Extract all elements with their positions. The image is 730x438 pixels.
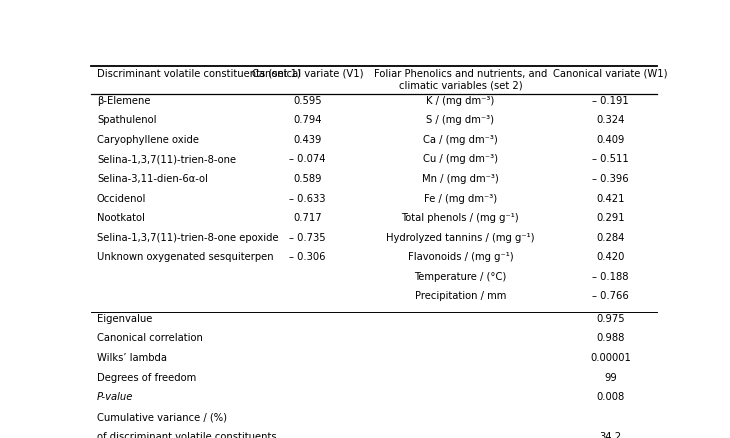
Text: – 0.188: – 0.188	[592, 272, 629, 282]
Text: Caryophyllene oxide: Caryophyllene oxide	[97, 135, 199, 145]
Text: Total phenols / (mg g⁻¹): Total phenols / (mg g⁻¹)	[402, 213, 519, 223]
Text: Eigenvalue: Eigenvalue	[97, 314, 153, 324]
Text: Fe / (mg dm⁻³): Fe / (mg dm⁻³)	[424, 194, 497, 204]
Text: Foliar Phenolics and nutrients, and
climatic variables (set 2): Foliar Phenolics and nutrients, and clim…	[374, 69, 547, 90]
Text: K / (mg dm⁻³): K / (mg dm⁻³)	[426, 96, 494, 106]
Text: Ca / (mg dm⁻³): Ca / (mg dm⁻³)	[423, 135, 498, 145]
Text: S / (mg dm⁻³): S / (mg dm⁻³)	[426, 115, 494, 125]
Text: 99: 99	[604, 373, 617, 383]
Text: 34.2: 34.2	[599, 432, 621, 438]
Text: Spathulenol: Spathulenol	[97, 115, 156, 125]
Text: Canonical correlation: Canonical correlation	[97, 333, 203, 343]
Text: – 0.396: – 0.396	[592, 174, 629, 184]
Text: Canonical variate (W1): Canonical variate (W1)	[553, 69, 667, 79]
Text: Temperature / (°C): Temperature / (°C)	[415, 272, 507, 282]
Text: 0.00001: 0.00001	[590, 353, 631, 363]
Text: – 0.074: – 0.074	[289, 155, 326, 164]
Text: – 0.511: – 0.511	[592, 155, 629, 164]
Text: 0.409: 0.409	[596, 135, 624, 145]
Text: 0.439: 0.439	[293, 135, 322, 145]
Text: 0.595: 0.595	[293, 96, 322, 106]
Text: of discriminant volatile constituents: of discriminant volatile constituents	[97, 432, 277, 438]
Text: 0.794: 0.794	[293, 115, 322, 125]
Text: – 0.306: – 0.306	[289, 252, 326, 262]
Text: Unknown oxygenated sesquiterpen: Unknown oxygenated sesquiterpen	[97, 252, 274, 262]
Text: Degrees of freedom: Degrees of freedom	[97, 373, 196, 383]
Text: Precipitation / mm: Precipitation / mm	[415, 291, 506, 301]
Text: – 0.735: – 0.735	[289, 233, 326, 243]
Text: – 0.191: – 0.191	[592, 96, 629, 106]
Text: – 0.766: – 0.766	[592, 291, 629, 301]
Text: 0.284: 0.284	[596, 233, 624, 243]
Text: Flavonoids / (mg g⁻¹): Flavonoids / (mg g⁻¹)	[407, 252, 513, 262]
Text: Selina-3,11-dien-6α-ol: Selina-3,11-dien-6α-ol	[97, 174, 208, 184]
Text: Cu / (mg dm⁻³): Cu / (mg dm⁻³)	[423, 155, 498, 164]
Text: β-Elemene: β-Elemene	[97, 96, 150, 106]
Text: 0.589: 0.589	[293, 174, 322, 184]
Text: 0.988: 0.988	[596, 333, 624, 343]
Text: Hydrolyzed tannins / (mg g⁻¹): Hydrolyzed tannins / (mg g⁻¹)	[386, 233, 534, 243]
Text: 0.421: 0.421	[596, 194, 625, 204]
Text: Canonical variate (V1): Canonical variate (V1)	[252, 69, 364, 79]
Text: 0.291: 0.291	[596, 213, 625, 223]
Text: Wilks’ lambda: Wilks’ lambda	[97, 353, 167, 363]
Text: 0.324: 0.324	[596, 115, 624, 125]
Text: Nootkatol: Nootkatol	[97, 213, 145, 223]
Text: Mn / (mg dm⁻³): Mn / (mg dm⁻³)	[422, 174, 499, 184]
Text: Selina-1,3,7(11)-trien-8-one epoxide: Selina-1,3,7(11)-trien-8-one epoxide	[97, 233, 279, 243]
Text: Cumulative variance / (%): Cumulative variance / (%)	[97, 413, 227, 422]
Text: – 0.633: – 0.633	[289, 194, 326, 204]
Text: Occidenol: Occidenol	[97, 194, 146, 204]
Text: P-value: P-value	[97, 392, 134, 402]
Text: 0.008: 0.008	[596, 392, 624, 402]
Text: 0.975: 0.975	[596, 314, 625, 324]
Text: 0.717: 0.717	[293, 213, 322, 223]
Text: 0.420: 0.420	[596, 252, 624, 262]
Text: Selina-1,3,7(11)-trien-8-one: Selina-1,3,7(11)-trien-8-one	[97, 155, 236, 164]
Text: Discriminant volatile constituents (set 1): Discriminant volatile constituents (set …	[97, 69, 301, 79]
